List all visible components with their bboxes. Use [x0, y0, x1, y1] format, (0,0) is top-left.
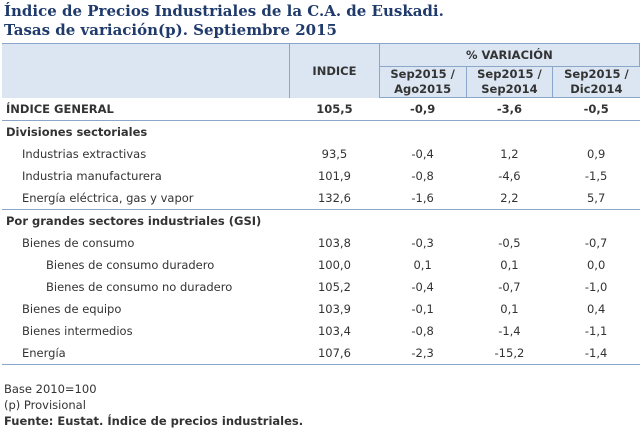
- provisional-note: (p) Provisional: [4, 398, 86, 412]
- title-line-1: Índice de Precios Industriales de la C.A…: [4, 2, 444, 20]
- header-col-1: Sep2015 /Ago2015: [378, 66, 467, 98]
- header-blank: [2, 43, 290, 98]
- page-title: Índice de Precios Industriales de la C.A…: [4, 2, 444, 40]
- table-row: ÍNDICE GENERAL 105,5 -0,9 -3,6 -0,5: [6, 101, 609, 116]
- section-header: Por grandes sectores industriales (GSI): [2, 209, 640, 232]
- table-row: Bienes de consumo 103,8 -0,3 -0,5 -0,7: [22, 236, 608, 250]
- section-header: Divisiones sectoriales: [2, 120, 640, 143]
- table-row: Industrias extractivas 93,5 -0,4 1,2 0,9: [22, 147, 606, 161]
- table-row: Bienes de consumo no duradero 105,2 -0,4…: [46, 280, 608, 294]
- header-col-3: Sep2015 /Dic2014: [552, 66, 640, 98]
- table-row: Industria manufacturera 101,9 -0,8 -4,6 …: [22, 169, 608, 183]
- table-row: Bienes de equipo 103,9 -0,1 0,1 0,4: [22, 302, 606, 316]
- header-col-2: Sep2015 /Sep2014: [465, 66, 553, 98]
- footer-notes: Base 2010=100 (p) Provisional Fuente: Eu…: [4, 381, 303, 429]
- source-note: Fuente: Eustat. Índice de precios indust…: [4, 414, 304, 428]
- header-variacion: % VARIACIÓN: [378, 43, 641, 67]
- table-row: Energía eléctrica, gas y vapor 132,6 -1,…: [22, 191, 606, 205]
- table-row: Bienes de consumo duradero 100,0 0,1 0,1…: [46, 258, 606, 272]
- header-indice: INDICE: [289, 43, 380, 98]
- table-row: Energía 107,6 -2,3 -15,2 -1,4: [2, 342, 640, 365]
- title-line-2: Tasas de variación(p). Septiembre 2015: [4, 21, 337, 39]
- price-index-table: INDICE % VARIACIÓN Sep2015 /Ago2015 Sep2…: [2, 43, 641, 365]
- table-row: Bienes intermedios 103,4 -0,8 -1,4 -1,1: [22, 324, 608, 338]
- base-note: Base 2010=100: [4, 382, 97, 396]
